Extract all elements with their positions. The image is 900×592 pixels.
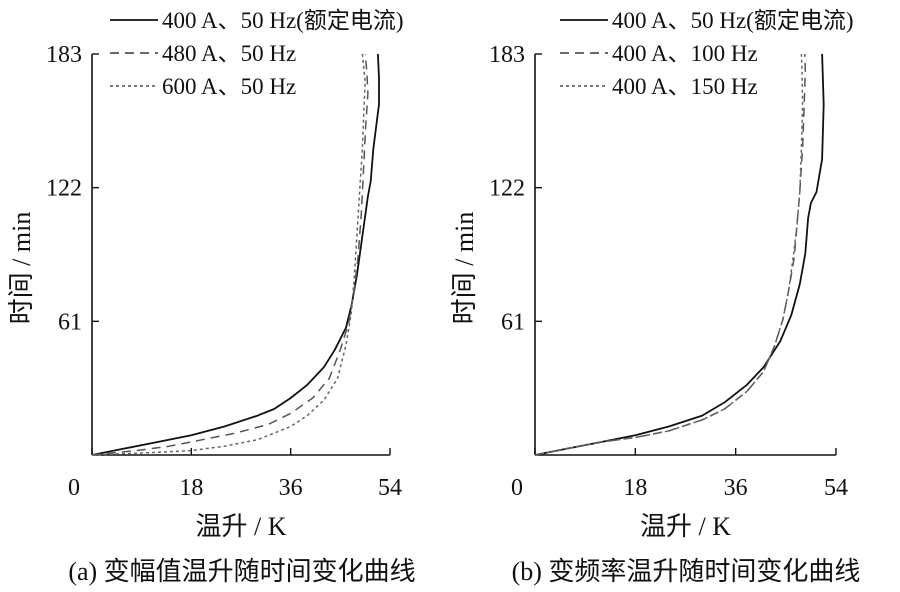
- series-line-2: [534, 53, 807, 456]
- chart-caption: (b) 变频率温升随时间变化曲线: [512, 557, 861, 586]
- series-line-3: [534, 53, 804, 456]
- series-line-1: [91, 53, 380, 456]
- series-line-3: [91, 53, 366, 456]
- x-axis-label: 温升 / K: [640, 512, 731, 541]
- y-tick-label: 122: [46, 176, 82, 202]
- chart-a: 0 18 36 54 61 122 183 温升 / K 时间 / min 400 A、50 Hz…: [7, 8, 416, 586]
- chart-b: 0 18 36 54 61 122 183 温升 / K 时间 / min 400 A、50 Hz…: [450, 8, 860, 586]
- x-tick-label: 0: [68, 475, 80, 501]
- chart-caption: (a) 变幅值温升随时间变化曲线: [68, 557, 415, 586]
- x-axis-label: 温升 / K: [195, 512, 286, 541]
- series-line-2: [91, 53, 369, 456]
- y-tick-label: 61: [58, 309, 82, 335]
- x-tick-label: 18: [179, 475, 203, 501]
- x-tick-label: 0: [511, 475, 523, 501]
- x-tick-label: 18: [623, 475, 647, 501]
- x-tick-label: 36: [279, 475, 303, 501]
- y-tick-label: 183: [46, 42, 82, 68]
- legend-label-1: 400 A、50 Hz(额定电流): [612, 8, 853, 33]
- x-tick-label: 54: [378, 475, 402, 501]
- y-tick-label: 183: [489, 42, 525, 68]
- legend-label-1: 400 A、50 Hz(额定电流): [162, 8, 403, 33]
- legend-label-2: 480 A、50 Hz: [162, 41, 296, 66]
- legend-label-3: 400 A、150 Hz: [612, 74, 758, 99]
- legend-label-2: 400 A、100 Hz: [612, 41, 758, 66]
- legend-label-3: 600 A、50 Hz: [162, 74, 296, 99]
- series-line-1: [534, 53, 825, 456]
- y-tick-label: 122: [489, 176, 525, 202]
- y-axis-label: 时间 / min: [7, 212, 36, 325]
- y-axis-label: 时间 / min: [450, 212, 479, 325]
- x-tick-label: 36: [724, 475, 748, 501]
- x-tick-label: 54: [824, 475, 848, 501]
- y-tick-label: 61: [501, 309, 525, 335]
